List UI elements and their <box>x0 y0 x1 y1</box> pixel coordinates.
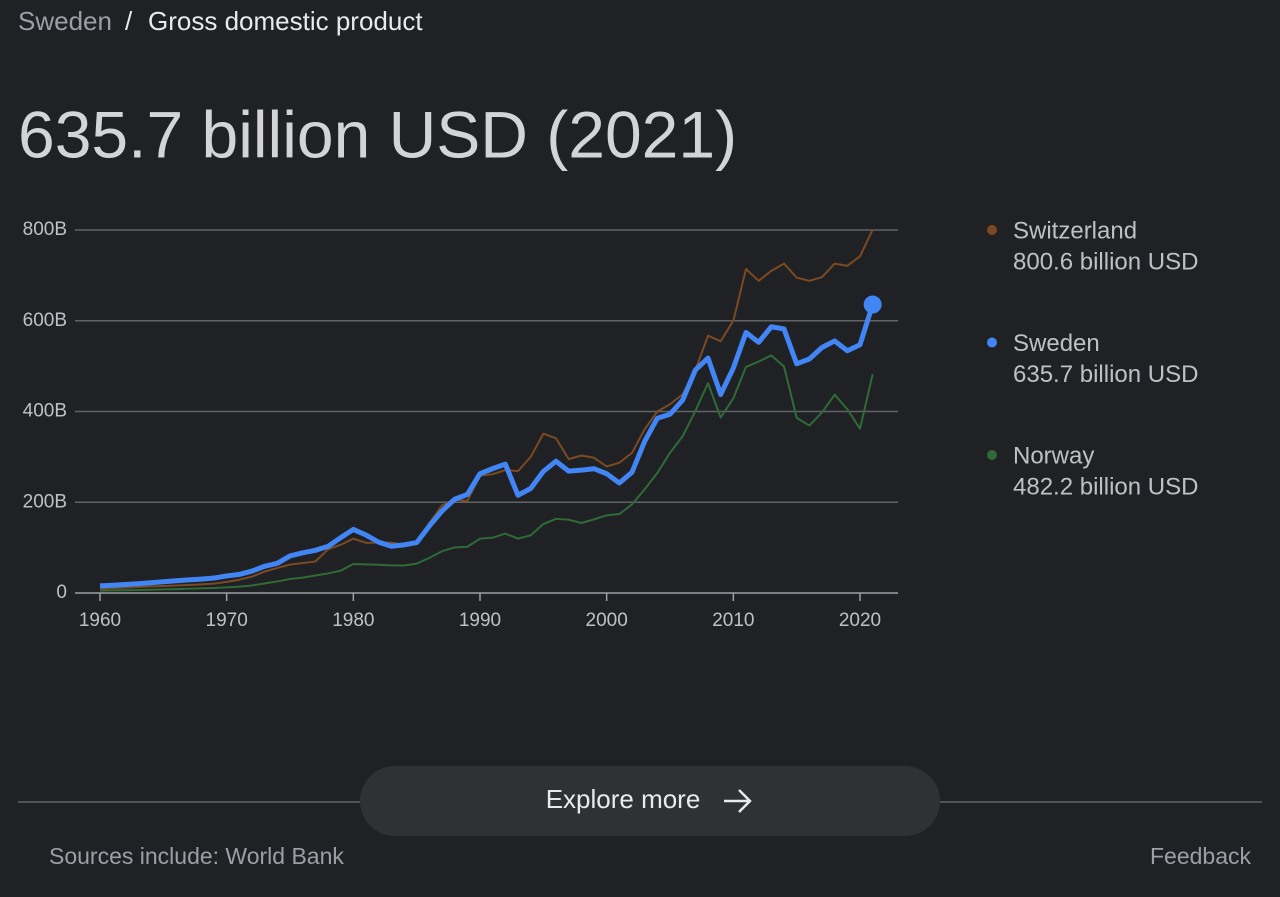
x-tick-label: 1990 <box>459 610 501 631</box>
y-tick-label: 200B <box>23 491 67 512</box>
x-tick-label: 2000 <box>586 610 628 631</box>
legend-dot <box>987 225 997 235</box>
headline: 635.7 billion USD (2021) <box>18 97 737 171</box>
chart: 0 200B 400B 600B 800B 1960 1970 1980 1990 2000 201… <box>23 217 1199 631</box>
legend-dot <box>987 337 997 348</box>
y-tick-label: 800B <box>23 219 67 240</box>
legend-value: 800.6 billion USD <box>1013 248 1198 275</box>
arrow-icon <box>724 789 752 813</box>
breadcrumb-current: Gross domestic product <box>148 6 423 36</box>
legend-name: Sweden <box>1013 330 1100 357</box>
x-tick-label: 1960 <box>79 610 121 631</box>
legend-dot <box>987 450 997 460</box>
y-tick-label: 0 <box>56 582 67 603</box>
x-tick-label: 2010 <box>712 610 754 631</box>
explore-button-label[interactable]: Explore more <box>546 784 701 814</box>
y-tick-label: 400B <box>23 401 67 422</box>
explore-button[interactable] <box>360 766 940 836</box>
sources: Sources include: World Bank <box>49 843 344 869</box>
x-tick-label: 2020 <box>839 610 881 631</box>
legend-value: 482.2 billion USD <box>1013 473 1198 500</box>
y-tick-label: 600B <box>23 310 67 331</box>
series-line <box>99 354 874 592</box>
x-tick-label: 1970 <box>206 610 248 631</box>
breadcrumb-parent[interactable]: Sweden <box>18 6 112 36</box>
x-tick-label: 1980 <box>332 610 374 631</box>
legend-name: Switzerland <box>1013 217 1137 244</box>
series-line <box>99 229 874 590</box>
legend-value: 635.7 billion USD <box>1013 361 1198 388</box>
legend-name: Norway <box>1013 442 1094 469</box>
series-line <box>99 303 876 589</box>
endpoint-dot <box>863 295 882 314</box>
feedback-link[interactable]: Feedback <box>1150 843 1252 869</box>
breadcrumb-separator: / <box>125 6 133 36</box>
